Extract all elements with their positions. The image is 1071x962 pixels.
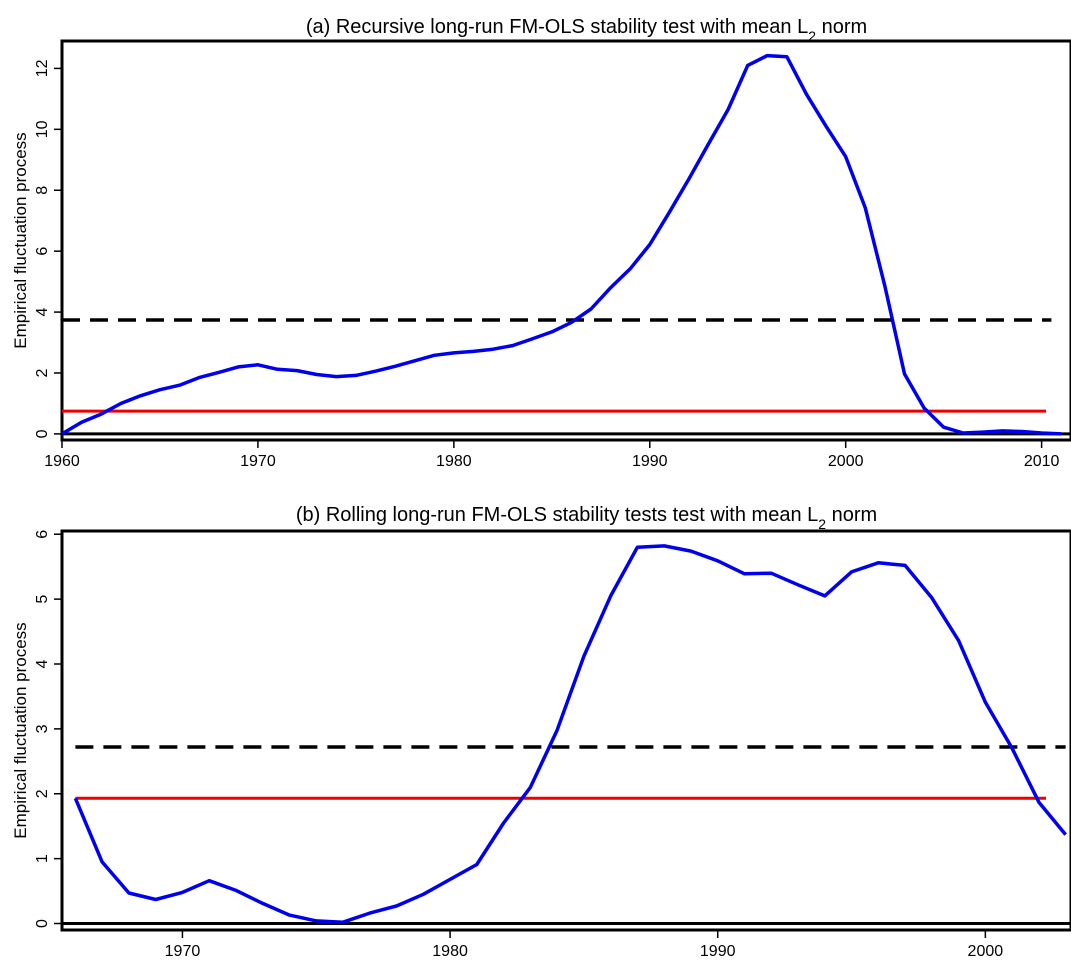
chart-title-main: (a) Recursive long-run FM-OLS stability … xyxy=(306,16,808,38)
y-tick-label: 12 xyxy=(34,59,51,77)
x-tick-label: 1980 xyxy=(436,453,472,470)
chart-title-end: norm xyxy=(826,504,877,526)
chart-title-subscript: 2 xyxy=(808,28,816,44)
y-tick-label: 5 xyxy=(34,595,51,604)
plot-frame xyxy=(60,39,1071,442)
y-tick-label: 4 xyxy=(34,308,51,317)
x-tick-label: 2000 xyxy=(828,453,864,470)
y-tick-label: 1 xyxy=(34,854,51,863)
chart-title: (a) Recursive long-run FM-OLS stability … xyxy=(306,16,867,44)
y-tick-label: 6 xyxy=(34,530,51,539)
y-tick-label: 2 xyxy=(34,789,51,798)
y-tick-label: 8 xyxy=(34,186,51,195)
x-tick-label: 1990 xyxy=(700,943,736,960)
x-tick-label: 1990 xyxy=(632,453,668,470)
y-tick-label: 0 xyxy=(34,919,51,928)
panel-b: (b) Rolling long-run FM-OLS stability te… xyxy=(11,504,1071,960)
x-tick-label: 2000 xyxy=(968,943,1004,960)
x-tick-label: 1960 xyxy=(44,453,80,470)
x-tick-label: 1970 xyxy=(165,943,201,960)
x-tick-label: 2010 xyxy=(1024,453,1060,470)
fluctuation-process-line xyxy=(61,53,1062,436)
panel-a: (a) Recursive long-run FM-OLS stability … xyxy=(11,16,1071,470)
x-tick-label: 1980 xyxy=(432,943,468,960)
plot-frame xyxy=(60,529,1071,932)
chart-title: (b) Rolling long-run FM-OLS stability te… xyxy=(296,504,877,532)
chart-title-subscript: 2 xyxy=(818,516,826,532)
y-axis-label: Empirical fluctuation process xyxy=(11,622,30,838)
y-axis-label: Empirical fluctuation process xyxy=(11,132,30,348)
chart-title-end: norm xyxy=(816,16,867,38)
y-tick-label: 0 xyxy=(34,429,51,438)
y-tick-label: 3 xyxy=(34,724,51,733)
y-tick-label: 2 xyxy=(34,368,51,377)
chart-title-main: (b) Rolling long-run FM-OLS stability te… xyxy=(296,504,818,526)
y-tick-label: 10 xyxy=(34,120,51,138)
y-tick-label: 6 xyxy=(34,247,51,256)
x-tick-label: 1970 xyxy=(240,453,276,470)
y-tick-label: 4 xyxy=(34,659,51,668)
fluctuation-process-line xyxy=(73,544,1067,924)
